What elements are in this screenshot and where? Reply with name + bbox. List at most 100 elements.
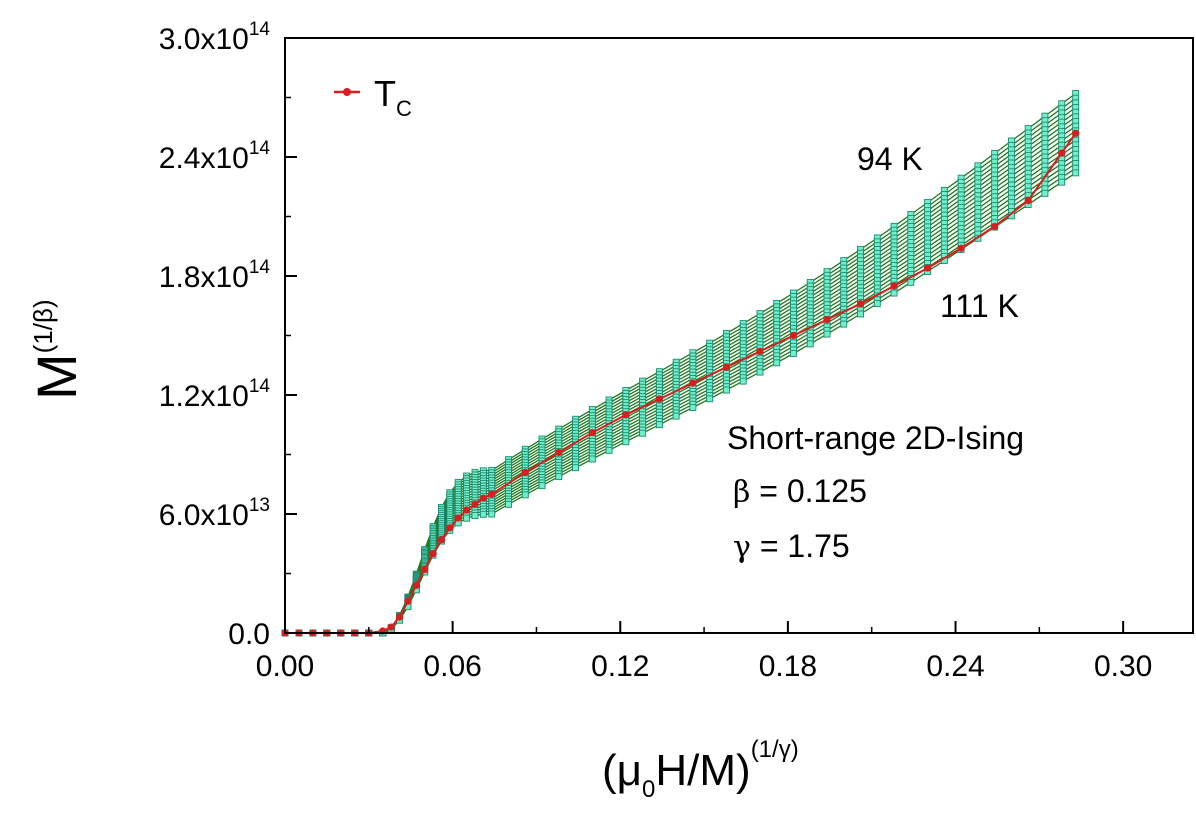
isotherm-line-97k [285, 106, 1077, 634]
y-tick-base: 3.0x10 [159, 23, 249, 56]
tc-series-point [890, 282, 898, 290]
isotherm-point [639, 429, 647, 437]
isotherm-line-108k [285, 158, 1077, 634]
y-tick-base: 6.0x10 [159, 499, 249, 532]
x-label-sup: (1/γ) [751, 736, 799, 763]
tc-series-point [412, 581, 420, 590]
isotherm-point [689, 404, 697, 411]
isotherm-point [605, 446, 613, 454]
y-tick-exponent: 14 [249, 19, 271, 40]
tc-series-point [923, 264, 932, 272]
isotherm-point [873, 300, 881, 308]
tc-series-point [588, 429, 596, 437]
legend-tc-label: TC [374, 73, 412, 121]
tc-series-point [421, 565, 429, 574]
beta-value: = 0.125 [750, 473, 867, 509]
tc-series-point [429, 550, 437, 558]
legend-tc-marker [343, 88, 351, 96]
tc-series-point [395, 613, 404, 621]
y-label-base: M [25, 353, 88, 400]
tc-series-point [991, 222, 999, 231]
isotherm-point [756, 368, 764, 376]
isotherm-point [1058, 178, 1066, 186]
tc-series-line [285, 132, 1077, 634]
y-tick-label: 3.0x1014 [159, 19, 271, 56]
y-tick-base: 0.0 [228, 618, 270, 651]
y-tick-exponent: 14 [249, 138, 271, 159]
tc-series-point [655, 395, 663, 403]
isotherm-point [1041, 189, 1049, 197]
tc-series-point [1024, 197, 1032, 205]
isotherm-line-107k [285, 153, 1077, 634]
legend: TC [334, 73, 412, 121]
isotherm-point [706, 395, 714, 403]
isotherm-point [505, 500, 512, 508]
y-tick-exponent: 14 [249, 376, 271, 397]
isotherm-point [907, 278, 915, 286]
isotherm-point [655, 421, 663, 429]
tc-series-point [856, 300, 865, 308]
y-tick-exponent: 13 [249, 495, 270, 516]
isotherm-point [890, 289, 898, 297]
tc-series-point [454, 514, 462, 522]
y-label-sup: (1/β) [28, 299, 58, 353]
tc-series-point [404, 597, 412, 605]
label-111k: 111 K [940, 288, 1019, 324]
y-tick-label: 1.8x1014 [159, 257, 271, 294]
x-tick-label: 0.00 [256, 650, 314, 683]
x-tick-label: 0.12 [591, 650, 649, 683]
tc-series-point [555, 448, 563, 457]
isotherm-line-111k [285, 172, 1077, 634]
isotherm-point [463, 514, 471, 522]
y-tick-label: 6.0x1013 [159, 495, 270, 532]
gamma-symbol: γ [733, 530, 751, 565]
axes: 0.00 0.06 0.12 0.18 0.24 0.30 0.0 6.0x1013 1.2x1… [159, 19, 1153, 683]
tc-series-point [823, 316, 831, 324]
y-tick-base: 1.8x10 [159, 261, 249, 294]
isotherm-point [521, 491, 529, 499]
y-tick-label: 2.4x1014 [159, 138, 271, 175]
isotherm-point [622, 438, 630, 446]
isotherm-point [739, 377, 747, 385]
tc-series-point [387, 623, 395, 631]
tc-series-point [1072, 129, 1080, 137]
y-tick-label: 0.0 [228, 618, 270, 651]
x-tick-label: 0.06 [423, 650, 481, 683]
gamma-value: = 1.75 [751, 528, 850, 564]
tc-series-point [722, 363, 731, 371]
x-label-sub: 0 [642, 776, 655, 803]
legend-tc-name: T [374, 73, 396, 114]
beta-symbol: β [733, 475, 750, 510]
isotherm-point [1072, 169, 1080, 177]
tc-series-point [437, 536, 446, 544]
isotherm-point [790, 350, 797, 357]
x-tick-label: 0.18 [759, 650, 817, 683]
model-label: Short-range 2D-Ising [727, 420, 1024, 456]
gamma-annotation: γ = 1.75 [733, 528, 850, 565]
isotherm-point [572, 464, 580, 472]
tc-series-point [756, 347, 764, 355]
beta-annotation: β = 0.125 [733, 473, 867, 510]
isotherm-point [806, 340, 814, 348]
tc-series-point [446, 524, 454, 532]
isotherm-line-98k [285, 111, 1077, 634]
y-tick-base: 1.2x10 [159, 380, 249, 413]
tc-series-point [957, 244, 965, 252]
isotherm-line-96k [285, 102, 1077, 634]
isotherm-point [857, 310, 864, 318]
tc-series-point [622, 411, 630, 419]
tc-series-point [789, 331, 798, 340]
isotherm-point [722, 386, 730, 394]
x-label-base: (μ [602, 746, 642, 795]
tc-series-point [479, 494, 487, 502]
isotherm-point [471, 512, 479, 519]
x-axis-label: (μ0H/M)(1/γ) [602, 736, 799, 803]
isotherm-point [773, 359, 781, 367]
legend-tc-sub: C [396, 96, 412, 121]
tc-series-point [463, 506, 471, 514]
label-94k: 94 K [857, 141, 923, 177]
x-tick-label: 0.24 [926, 650, 984, 683]
isotherm-point [823, 330, 831, 338]
tc-series-point [521, 468, 529, 476]
